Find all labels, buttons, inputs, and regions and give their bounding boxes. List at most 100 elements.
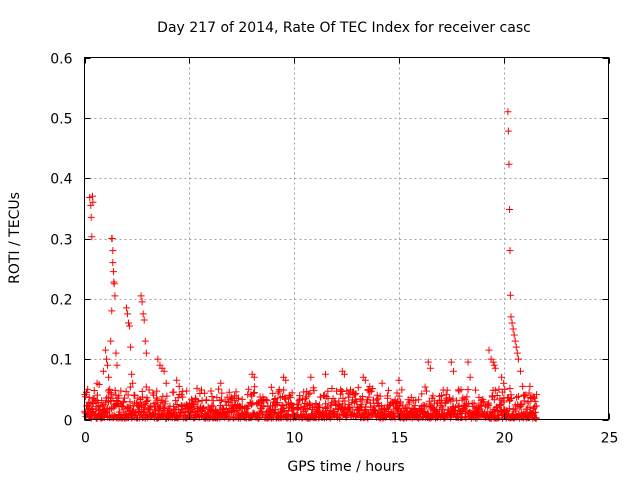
data-point	[506, 291, 514, 299]
data-point	[484, 400, 492, 408]
data-point	[429, 392, 437, 400]
data-point	[109, 247, 117, 255]
y-tick-label: 0.4	[50, 172, 72, 188]
data-point	[142, 410, 150, 418]
data-point	[506, 206, 514, 214]
data-point	[84, 385, 92, 393]
data-point	[370, 406, 378, 414]
data-point	[453, 397, 461, 405]
x-tick-label: 25	[601, 431, 619, 447]
data-point	[125, 319, 133, 327]
data-point	[361, 376, 369, 384]
data-point	[107, 405, 115, 413]
data-point	[442, 391, 450, 399]
data-point	[207, 387, 215, 395]
data-point	[490, 396, 498, 404]
data-point	[505, 160, 513, 168]
data-point	[449, 395, 457, 403]
data-point	[208, 393, 216, 401]
data-point	[248, 392, 256, 400]
data-point	[447, 358, 455, 366]
data-point	[238, 395, 246, 403]
data-point	[123, 310, 131, 318]
data-point	[273, 400, 281, 408]
data-point	[345, 393, 353, 401]
data-point	[472, 386, 480, 394]
data-point	[454, 403, 462, 411]
data-point	[316, 393, 324, 401]
data-point	[209, 397, 217, 405]
data-point	[369, 385, 377, 393]
data-point	[202, 396, 210, 404]
data-point	[526, 382, 534, 390]
x-tick-label: 15	[391, 431, 409, 447]
data-point	[199, 405, 207, 413]
data-point	[531, 408, 539, 416]
data-point	[376, 392, 384, 400]
data-point	[421, 383, 429, 391]
data-point	[260, 403, 268, 411]
data-point	[500, 398, 508, 406]
data-point	[361, 406, 369, 414]
data-point	[88, 233, 96, 241]
data-point	[137, 292, 145, 300]
data-point	[278, 401, 286, 409]
data-point	[426, 364, 434, 372]
data-point	[99, 402, 107, 410]
data-point	[153, 387, 161, 395]
data-point	[225, 388, 233, 396]
data-point	[129, 379, 137, 387]
x-tick-labels: 0 5 10 15 20 25	[81, 431, 618, 447]
data-point	[138, 387, 146, 395]
data-point	[385, 402, 393, 410]
data-point	[115, 408, 123, 416]
data-point	[85, 393, 93, 401]
data-point	[208, 401, 216, 409]
data-point	[506, 396, 514, 404]
data-point	[304, 405, 312, 413]
data-point	[469, 402, 477, 410]
data-point	[405, 400, 413, 408]
data-point	[480, 398, 488, 406]
data-point	[98, 397, 106, 405]
chart-title: Day 217 of 2014, Rate Of TEC Index for r…	[157, 20, 531, 36]
x-axis-label: GPS time / hours	[287, 459, 404, 475]
data-point	[119, 397, 127, 405]
data-point	[85, 398, 93, 406]
data-point	[217, 379, 225, 387]
data-point	[509, 325, 517, 333]
data-point	[463, 393, 471, 401]
data-point	[449, 367, 457, 375]
data-point	[470, 399, 478, 407]
data-point	[173, 400, 181, 408]
data-point	[368, 411, 376, 419]
data-point	[248, 401, 256, 409]
data-point	[183, 387, 191, 395]
data-point	[139, 409, 147, 417]
data-point	[111, 386, 119, 394]
data-point	[251, 383, 259, 391]
data-point	[157, 397, 165, 405]
data-point	[271, 395, 279, 403]
data-point	[532, 402, 540, 410]
data-point	[263, 397, 271, 405]
data-point	[111, 413, 119, 421]
data-point	[397, 398, 405, 406]
data-point	[154, 355, 162, 363]
data-point	[128, 408, 136, 416]
data-point	[101, 346, 109, 354]
data-point	[258, 402, 266, 410]
x-tick-label: 10	[286, 431, 304, 447]
data-point	[532, 414, 540, 422]
data-point	[521, 391, 529, 399]
data-point	[491, 386, 499, 394]
data-point	[348, 411, 356, 419]
data-point	[174, 394, 182, 402]
data-point	[306, 389, 314, 397]
data-point	[525, 389, 533, 397]
data-point	[119, 406, 127, 414]
data-point	[338, 388, 346, 396]
data-point	[322, 370, 330, 378]
data-point	[274, 389, 282, 397]
y-tick-label: 0	[64, 414, 73, 430]
